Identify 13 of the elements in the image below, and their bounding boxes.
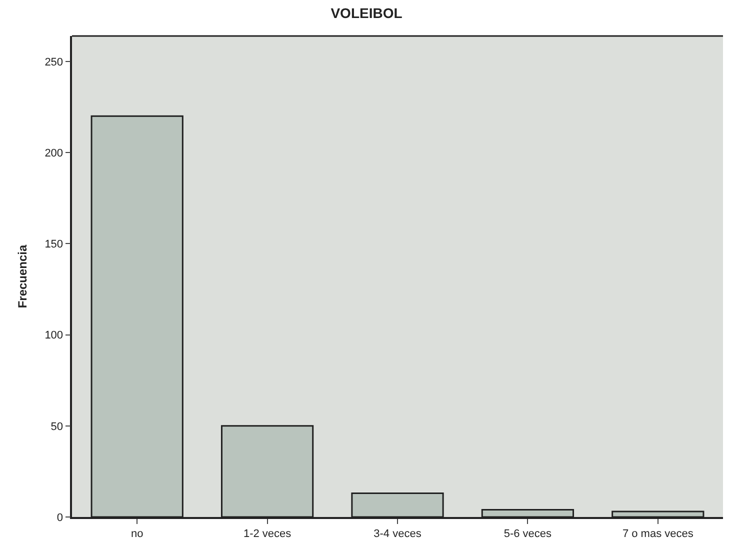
y-tick-label: 100 bbox=[44, 330, 64, 342]
x-tick-label: 5-6 veces bbox=[504, 528, 552, 540]
y-axis-title: Frecuencia bbox=[15, 244, 30, 308]
x-tick-label: 3-4 veces bbox=[374, 528, 422, 540]
y-tick-label: 200 bbox=[44, 147, 64, 160]
x-tick-label: no bbox=[130, 528, 144, 540]
chart-title: VOLEIBOL bbox=[330, 5, 403, 22]
y-tick-label: 50 bbox=[50, 420, 64, 433]
y-tick-label: 250 bbox=[44, 56, 64, 68]
y-tick-label: 150 bbox=[44, 238, 64, 251]
x-tick-label: 7 o mas veces bbox=[622, 528, 694, 540]
x-tick-label: 1-2 veces bbox=[243, 528, 292, 540]
y-tick-label: 0 bbox=[56, 512, 64, 524]
